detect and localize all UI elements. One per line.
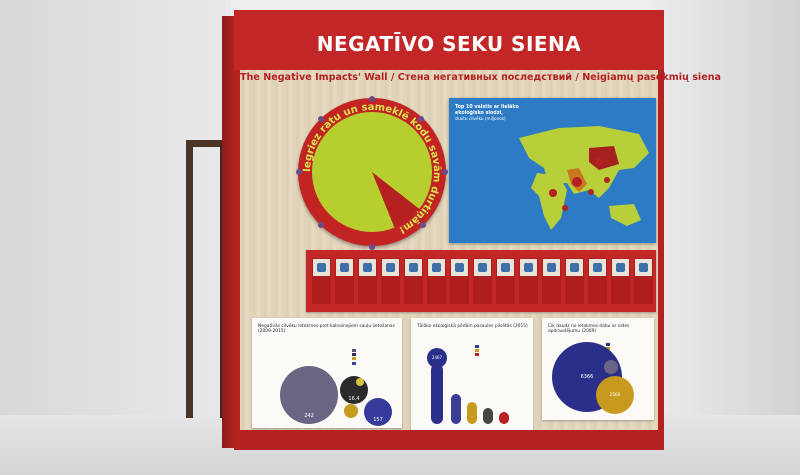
door-tile[interactable]	[519, 258, 538, 304]
map-marker	[562, 205, 568, 211]
stat-bar	[499, 412, 509, 424]
map-marker	[595, 158, 603, 166]
wheel-peg	[420, 222, 426, 228]
panel-title: Tālāko ekoloģiskā pēdām pasaules pilsētā…	[417, 324, 528, 329]
wall-subtitle: The Negative Impacts' Wall / Стена негат…	[240, 72, 722, 83]
door-tile[interactable]	[634, 258, 653, 304]
exhibition-wall: NEGATĪVO SEKU SIENA The Negative Impacts…	[234, 10, 722, 450]
door-tile[interactable]	[450, 258, 469, 304]
world-map-panel: Top 10 valstis ar lielāko ekoloģisko slo…	[449, 98, 656, 243]
panel-legend	[475, 344, 481, 357]
wall-side-edge	[222, 16, 236, 448]
door-tile[interactable]	[358, 258, 377, 304]
door-tile[interactable]	[611, 258, 630, 304]
map-marker	[549, 189, 557, 197]
wheel-disc	[312, 112, 432, 232]
door-tile[interactable]	[335, 258, 354, 304]
map-caption-title: Top 10 valstis ar lielāko ekoloģisko slo…	[455, 105, 519, 116]
stat-bubble: 2500	[596, 376, 634, 414]
wheel-caption-ring: Iegriez ratu un sameklē kodu savām durti…	[302, 102, 442, 235]
wheel-peg	[369, 96, 375, 102]
door-tile[interactable]	[427, 258, 446, 304]
info-panel-middle: Tālāko ekoloģiskā pēdām pasaules pilsētā…	[411, 318, 533, 430]
stat-bubble-small	[344, 404, 358, 418]
map-australia	[609, 204, 641, 226]
map-marker	[604, 177, 610, 183]
door-tile[interactable]	[542, 258, 561, 304]
world-map-shapes	[519, 126, 649, 230]
door-tile[interactable]	[496, 258, 515, 304]
door-tile[interactable]	[565, 258, 584, 304]
panel-title: Cik daudz no ietekmes dabu ar vides apdr…	[548, 324, 630, 335]
info-panel-right: Cik daudz no ietekmes dabu ar vides apdr…	[542, 318, 654, 420]
info-panel-left: Negatīvās cilvēku ietekmes pret kalnaina…	[252, 318, 402, 428]
stat-bubble: 2467	[427, 348, 447, 368]
stat-bubble: 157	[364, 398, 392, 426]
header-band	[234, 10, 664, 70]
door-tile[interactable]	[312, 258, 331, 304]
wall-title: NEGATĪVO SEKU SIENA	[316, 32, 582, 56]
wheel-peg	[369, 244, 375, 250]
door-tile-strip	[306, 250, 656, 312]
panel-title: Negatīvās cilvēku ietekmes pret kalnaina…	[258, 324, 395, 335]
door-tile[interactable]	[588, 258, 607, 304]
wheel-peg	[418, 116, 424, 122]
stat-bar	[483, 408, 493, 424]
stat-bubble-small	[604, 360, 618, 374]
map-marker	[572, 177, 582, 187]
panel-legend	[352, 348, 358, 366]
stat-bubble: 242	[280, 366, 338, 424]
map-caption-subtitle: skaitu cilvēku (miljonos)	[455, 116, 506, 121]
map-caption: Top 10 valstis ar lielāko ekoloģisko slo…	[455, 104, 535, 121]
door-tile[interactable]	[404, 258, 423, 304]
stat-bar	[467, 402, 477, 424]
spin-wheel[interactable]: Iegriez ratu un sameklē kodu savām durti…	[296, 96, 448, 250]
wheel-peg	[318, 116, 324, 122]
wheel-peg	[296, 169, 302, 175]
map-africa	[531, 173, 567, 230]
wooden-door-frame	[186, 140, 232, 418]
map-marker	[588, 189, 594, 195]
bottom-band	[234, 430, 664, 450]
wheel-peg	[442, 169, 448, 175]
stat-bar	[431, 364, 443, 424]
door-tile[interactable]	[381, 258, 400, 304]
room-right-wall	[650, 0, 800, 475]
door-tile[interactable]	[473, 258, 492, 304]
stat-bar	[451, 394, 461, 424]
wheel-peg	[318, 222, 324, 228]
stat-bubble-small	[356, 378, 364, 386]
